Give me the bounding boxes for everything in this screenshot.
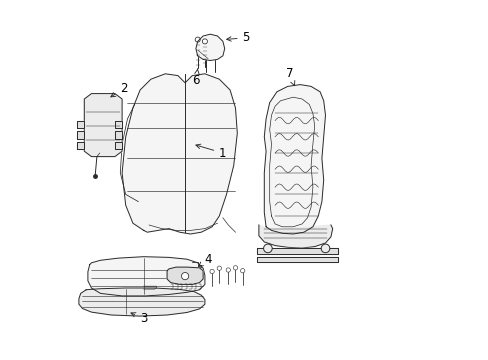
Polygon shape [77,131,84,139]
Circle shape [209,269,214,274]
Circle shape [321,244,329,253]
Text: 7: 7 [285,67,294,86]
Polygon shape [167,267,203,284]
Polygon shape [122,74,237,234]
Polygon shape [115,121,122,128]
Circle shape [195,37,200,42]
Text: 1: 1 [196,144,226,159]
Circle shape [263,244,272,253]
Circle shape [217,266,221,270]
Text: 4: 4 [198,253,212,266]
Polygon shape [88,257,204,296]
FancyArrowPatch shape [198,50,208,59]
Polygon shape [77,142,84,149]
Circle shape [240,269,244,273]
Polygon shape [257,257,337,262]
Polygon shape [115,131,122,139]
Polygon shape [84,94,122,157]
Circle shape [202,39,207,44]
Polygon shape [115,142,122,149]
Polygon shape [77,121,84,128]
Text: 6: 6 [192,69,199,87]
Polygon shape [258,225,332,248]
Circle shape [233,266,237,270]
Circle shape [181,273,188,280]
Circle shape [225,268,230,272]
Text: 3: 3 [131,312,147,325]
Polygon shape [196,34,224,60]
Polygon shape [264,85,325,234]
Text: 5: 5 [226,31,249,44]
Text: 2: 2 [111,82,127,97]
Polygon shape [257,248,337,254]
Polygon shape [79,288,204,316]
